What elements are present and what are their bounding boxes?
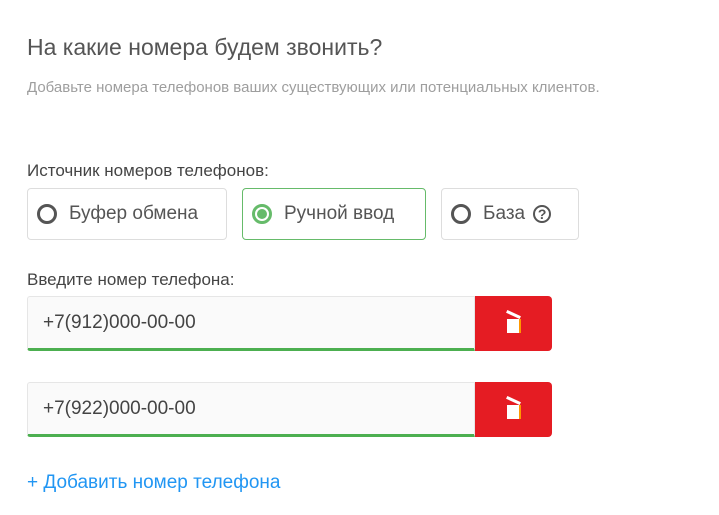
radio-label: Буфер обмена <box>69 203 199 224</box>
phone-input-1[interactable] <box>27 296 475 351</box>
radio-label: Ручной ввод <box>284 203 395 224</box>
radio-circle-icon <box>37 204 57 224</box>
trash-icon <box>506 404 521 419</box>
delete-phone-button-2[interactable] <box>475 382 552 437</box>
help-icon[interactable]: ? <box>533 205 552 223</box>
source-label: Источник номеров телефонов: <box>27 161 269 180</box>
radio-circle-icon <box>451 204 471 224</box>
page-subtitle: Добавьте номера телефонов ваших существу… <box>27 79 600 96</box>
radio-manual[interactable]: Ручной ввод <box>242 188 426 240</box>
trash-icon <box>506 318 521 333</box>
radio-clipboard[interactable]: Буфер обмена <box>27 188 227 240</box>
page-title: На какие номера будем звонить? <box>27 34 383 60</box>
phone-label: Введите номер телефона: <box>27 270 235 289</box>
radio-label: База <box>483 203 526 224</box>
radio-database[interactable]: База? <box>441 188 579 240</box>
phone-input-2[interactable] <box>27 382 475 437</box>
delete-phone-button-1[interactable] <box>475 296 552 351</box>
add-phone-link[interactable]: + Добавить номер телефона <box>27 472 281 493</box>
radio-checked-icon <box>252 204 272 224</box>
